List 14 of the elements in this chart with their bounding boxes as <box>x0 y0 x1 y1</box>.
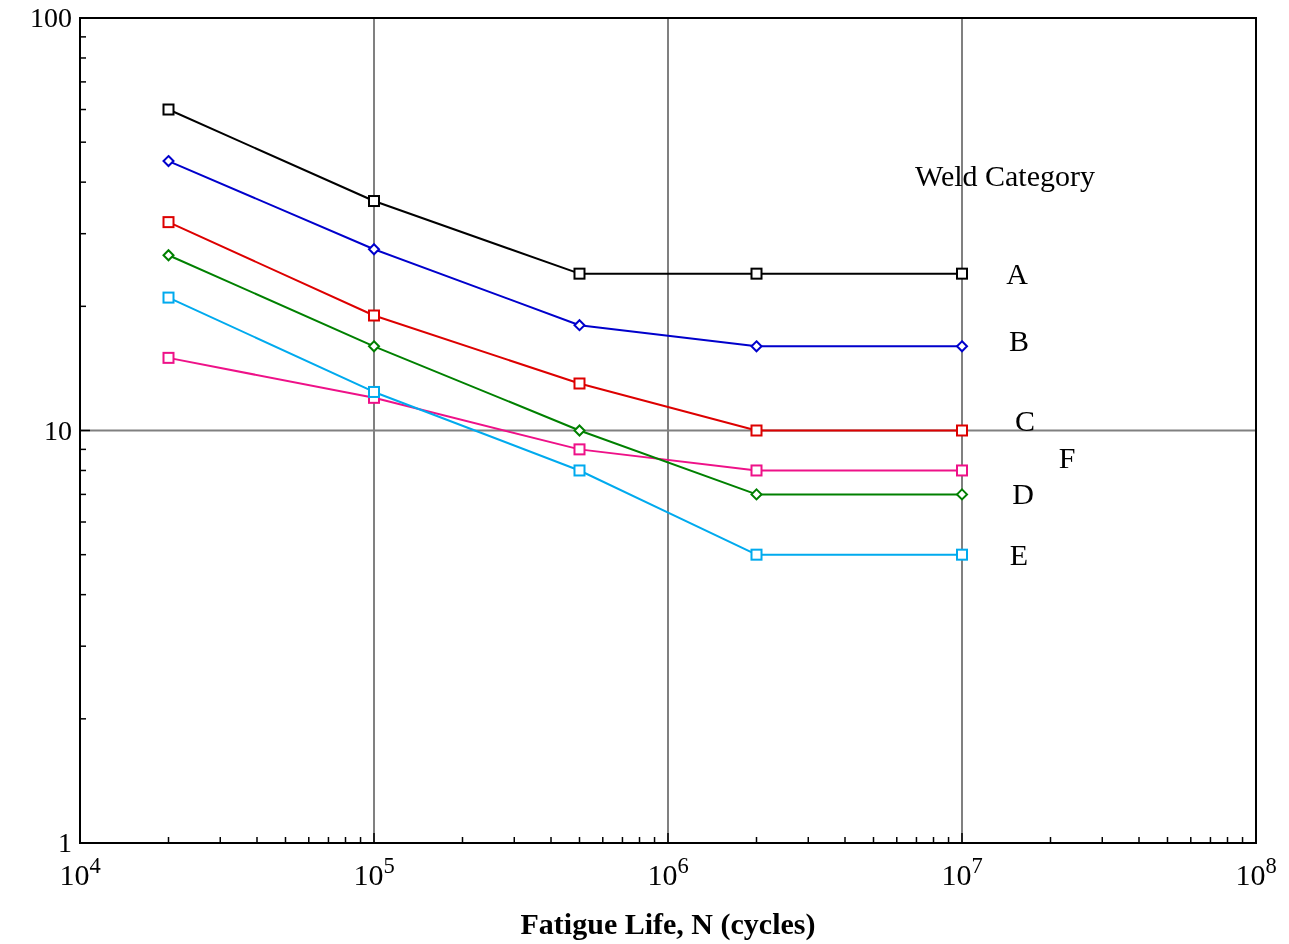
series-label: E <box>1009 537 1029 571</box>
legend-title: Weld Category <box>914 159 1096 192</box>
x-tick-label: 10$^{8}$ <box>1235 852 1277 891</box>
text: F <box>1058 441 1076 475</box>
y-tick-label: 10 <box>44 414 72 446</box>
x-tick-label: 10$^{7}$ <box>941 852 983 891</box>
series-label: A <box>1006 256 1029 290</box>
x-tick-label: 10$^{5}$ <box>353 852 395 891</box>
y-tick-label: 100 <box>30 2 72 33</box>
series-label: B <box>1008 324 1030 358</box>
x-axis-title: Fatigue Life, N (cycles) <box>520 907 816 941</box>
series-label: C <box>1014 403 1036 437</box>
x-tick-label: 10$^{6}$ <box>647 852 689 891</box>
series-label: D <box>1012 477 1034 511</box>
